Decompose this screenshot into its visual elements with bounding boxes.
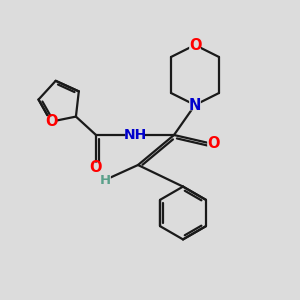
FancyBboxPatch shape: [189, 100, 201, 110]
FancyBboxPatch shape: [189, 40, 201, 50]
Text: H: H: [99, 173, 111, 187]
FancyBboxPatch shape: [125, 130, 145, 140]
FancyBboxPatch shape: [99, 175, 111, 185]
FancyBboxPatch shape: [45, 116, 57, 127]
Text: O: O: [189, 38, 201, 52]
FancyBboxPatch shape: [207, 139, 219, 149]
Text: NH: NH: [123, 128, 147, 142]
Text: O: O: [207, 136, 219, 152]
FancyBboxPatch shape: [90, 163, 102, 173]
Text: O: O: [45, 114, 57, 129]
Text: O: O: [90, 160, 102, 175]
Text: N: N: [189, 98, 201, 112]
